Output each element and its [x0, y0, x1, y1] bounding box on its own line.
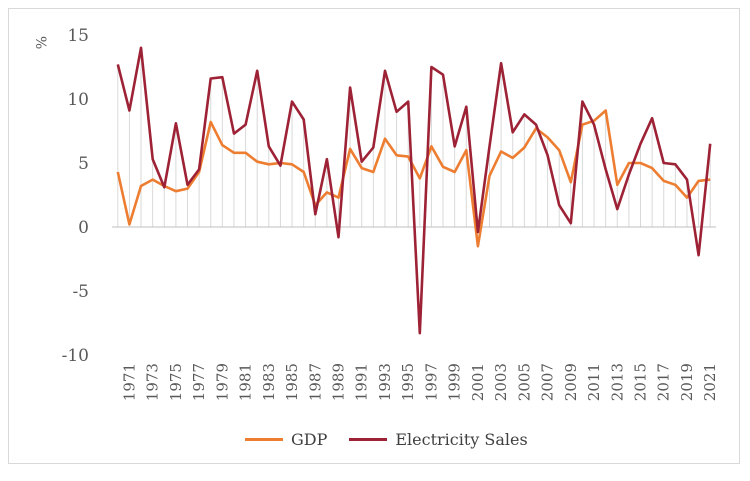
x-tick-label: 1995 — [399, 363, 417, 401]
x-tick-label: 1997 — [422, 363, 440, 401]
legend-item-electricity-sales: Electricity Sales — [349, 429, 528, 449]
y-axis-unit: % — [32, 36, 48, 49]
x-tick-label: 2003 — [492, 363, 510, 401]
x-tick-label: 1975 — [167, 363, 185, 401]
x-tick-label: 1987 — [306, 363, 324, 401]
x-tick-label: 2013 — [608, 363, 626, 401]
x-tick-label: 2019 — [678, 363, 696, 401]
chart-frame — [8, 8, 740, 464]
series-lines — [116, 46, 712, 335]
x-tick-label: 1979 — [213, 363, 231, 401]
x-axis-ticks: 1971 1973 1975 1977 1979 1981 1983 1985 1987 1989… — [120, 363, 719, 401]
x-tick-label: 2001 — [469, 363, 487, 401]
x-tick-label: 2017 — [655, 363, 673, 401]
series-line-gdp — [116, 109, 711, 248]
y-tick-label: 10 — [67, 90, 89, 110]
series-line-electricity-sales — [116, 46, 712, 335]
x-tick-label: 1993 — [376, 363, 394, 401]
legend-label-gdp: GDP — [291, 429, 328, 449]
x-tick-label: 1985 — [283, 363, 301, 401]
x-tick-label: 1983 — [260, 363, 278, 401]
y-tick-label: 15 — [67, 26, 89, 46]
x-tick-label: 2021 — [701, 363, 719, 401]
y-axis-ticks: -10 -5 0 5 10 15 — [62, 26, 89, 366]
y-tick-label: -5 — [72, 282, 89, 302]
x-tick-label: 2015 — [632, 363, 650, 401]
legend-swatch-electricity-sales — [349, 437, 388, 441]
x-tick-label: 2005 — [515, 363, 533, 401]
x-tick-label: 1977 — [190, 363, 208, 401]
x-tick-label: 1973 — [144, 363, 162, 401]
x-tick-label: 1989 — [330, 363, 348, 401]
y-tick-label: 5 — [78, 154, 89, 174]
legend-swatch-gdp — [245, 437, 283, 441]
x-tick-label: 1991 — [353, 363, 371, 401]
legend: GDP Electricity Sales — [245, 427, 528, 451]
legend-item-gdp: GDP — [245, 430, 327, 449]
x-tick-label: 1981 — [237, 363, 255, 401]
y-tick-label: -10 — [62, 346, 89, 366]
y-tick-label: 0 — [78, 218, 89, 238]
x-tick-label: 1999 — [446, 363, 464, 401]
x-tick-label: 2011 — [585, 363, 603, 401]
x-tick-label: 2007 — [539, 363, 557, 401]
x-tick-label: 2009 — [562, 363, 580, 401]
legend-label-electricity-sales: Electricity Sales — [395, 429, 528, 449]
x-tick-label: 1971 — [120, 363, 138, 401]
